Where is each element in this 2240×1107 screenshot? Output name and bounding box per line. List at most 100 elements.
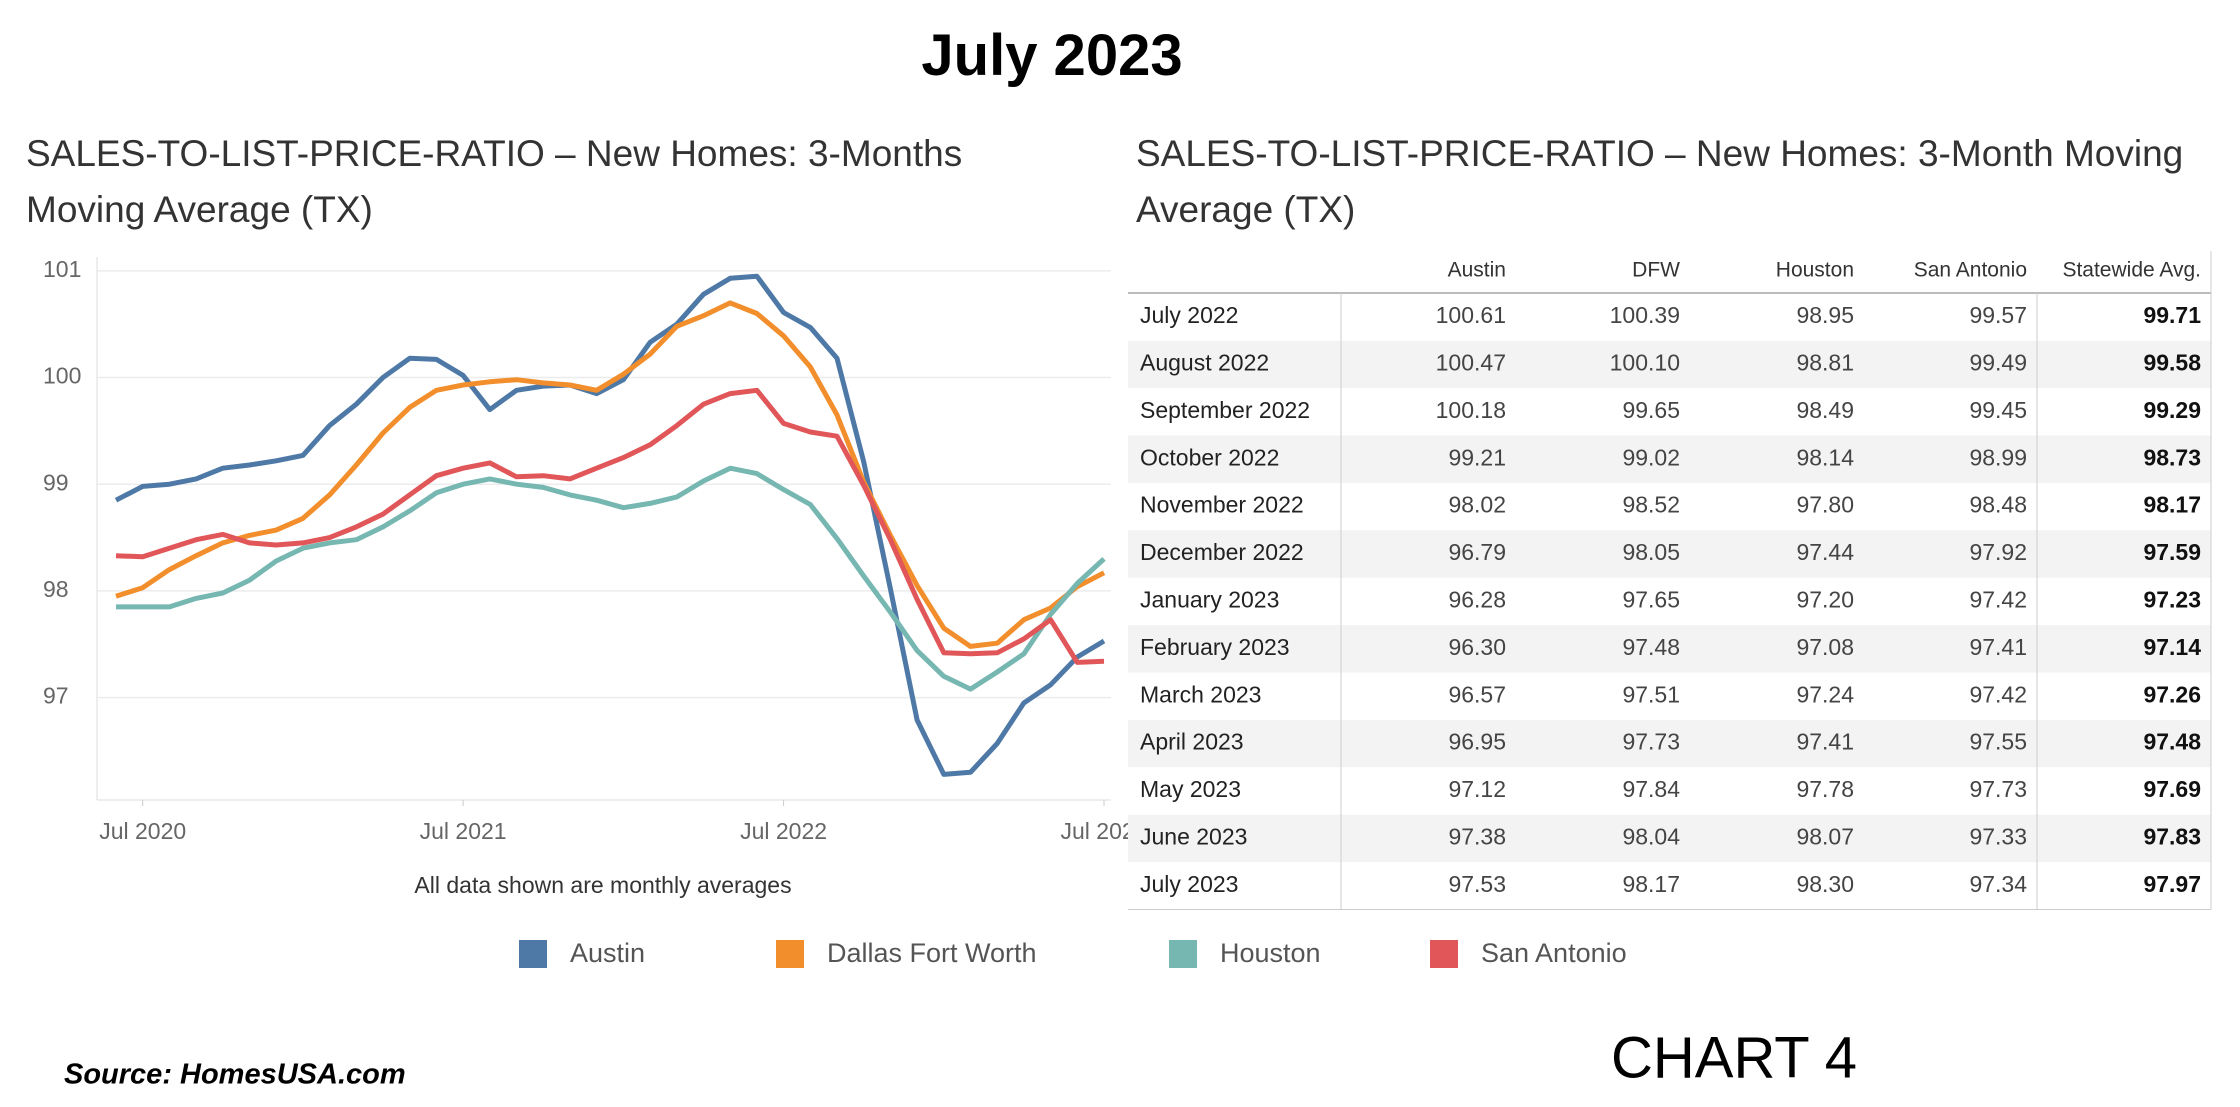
cell: 98.99	[1969, 444, 2027, 470]
cell: 97.33	[1969, 823, 2027, 849]
row-label: March 2023	[1140, 681, 1261, 707]
cell: 99.29	[2143, 397, 2201, 423]
row-label: August 2022	[1140, 349, 1269, 375]
cell: 99.71	[2143, 302, 2201, 328]
cell: 97.65	[1622, 586, 1680, 612]
cell: 100.10	[1610, 349, 1680, 375]
legend-label: Austin	[570, 938, 645, 968]
column-header: Statewide Avg.	[2062, 259, 2201, 282]
cell: 96.28	[1448, 586, 1506, 612]
row-band	[1128, 530, 2211, 578]
row-label: June 2023	[1140, 823, 1247, 849]
cell: 97.83	[2143, 823, 2201, 849]
legend-swatch	[1430, 940, 1458, 968]
cell: 98.81	[1796, 349, 1854, 375]
cell: 97.26	[2143, 681, 2201, 707]
cell: 97.14	[2143, 634, 2201, 660]
series-line	[116, 465, 1106, 692]
cell: 97.69	[2143, 776, 2201, 802]
cell: 98.95	[1796, 302, 1854, 328]
cell: 98.04	[1622, 823, 1680, 849]
y-tick-label: 97	[43, 683, 69, 709]
series-line	[115, 300, 1106, 649]
cell: 99.02	[1622, 444, 1680, 470]
cell: 97.48	[1622, 634, 1680, 660]
row-label: July 2022	[1140, 302, 1238, 328]
y-tick-label: 98	[43, 576, 69, 602]
cell: 99.65	[1622, 397, 1680, 423]
y-tick-label: 101	[43, 256, 81, 282]
cell: 98.48	[1969, 492, 2027, 518]
series-line	[114, 273, 1106, 777]
cell: 96.95	[1448, 729, 1506, 755]
row-band	[1128, 814, 2211, 863]
cell: 97.78	[1796, 776, 1854, 802]
source: Source: HomesUSA.com	[64, 1059, 406, 1091]
row-label: July 2023	[1140, 871, 1238, 897]
row-label: November 2022	[1140, 492, 1304, 518]
cell: 98.14	[1796, 444, 1854, 470]
cell: 99.21	[1448, 444, 1506, 470]
cell: 97.73	[1969, 776, 2027, 802]
cell: 98.07	[1796, 823, 1854, 849]
column-header: DFW	[1632, 259, 1680, 282]
cell: 97.97	[2143, 871, 2201, 897]
row-band	[1128, 340, 2211, 389]
cell: 96.57	[1448, 681, 1506, 707]
cell: 97.80	[1796, 492, 1854, 518]
cell: 97.84	[1622, 776, 1680, 802]
cell: 97.44	[1796, 539, 1854, 565]
y-tick-label: 100	[43, 363, 81, 389]
row-label: May 2023	[1140, 776, 1241, 802]
cell: 98.52	[1622, 492, 1680, 518]
row-label: September 2022	[1140, 397, 1310, 423]
row-label: January 2023	[1140, 586, 1279, 612]
y-tick-label: 99	[43, 469, 69, 495]
cell: 97.20	[1796, 586, 1854, 612]
cell: 97.41	[1969, 634, 2027, 660]
row-band	[1128, 625, 2211, 673]
table-title: SALES-TO-LIST-PRICE-RATIO – New Homes: 3…	[1136, 133, 2184, 230]
series-line	[115, 387, 1105, 665]
cell: 97.51	[1622, 681, 1680, 707]
x-tick-label: Jul 2020	[99, 818, 186, 844]
cell: 97.23	[2143, 586, 2201, 612]
cell: 97.42	[1969, 681, 2027, 707]
cell: 99.49	[1969, 349, 2027, 375]
row-label: April 2023	[1140, 729, 1244, 755]
cell: 99.45	[1969, 397, 2027, 423]
cell: 97.42	[1969, 586, 2027, 612]
cell: 97.34	[1969, 871, 2027, 897]
cell: 97.48	[2143, 729, 2201, 755]
chart-title: SALES-TO-LIST-PRICE-RATIO – New Homes: 3…	[26, 133, 963, 230]
cell: 98.17	[2143, 492, 2201, 518]
cell: 100.18	[1436, 397, 1506, 423]
row-label: December 2022	[1140, 539, 1304, 565]
legend-swatch	[1169, 940, 1197, 968]
legend-label: Houston	[1220, 938, 1321, 968]
cell: 97.41	[1796, 729, 1854, 755]
row-band	[1128, 435, 2211, 483]
cell: 96.30	[1448, 634, 1506, 660]
cell: 98.49	[1796, 397, 1854, 423]
cell: 98.30	[1796, 871, 1854, 897]
column-header: Austin	[1448, 259, 1506, 282]
cell: 97.38	[1448, 823, 1506, 849]
cell: 100.61	[1436, 302, 1506, 328]
chart-note: All data shown are monthly averages	[414, 872, 791, 898]
x-tick-label: Jul 2021	[420, 818, 507, 844]
legend-swatch	[519, 940, 547, 968]
cell: 96.79	[1448, 539, 1506, 565]
x-tick-label: Jul 2022	[740, 818, 827, 844]
cell: 99.57	[1969, 302, 2027, 328]
legend-label: San Antonio	[1481, 938, 1627, 968]
cell: 97.08	[1796, 634, 1854, 660]
row-band	[1128, 719, 2211, 768]
cell: 97.53	[1448, 871, 1506, 897]
cell: 100.39	[1610, 302, 1680, 328]
cell: 98.73	[2143, 444, 2201, 470]
cell: 97.92	[1969, 539, 2027, 565]
cell: 97.12	[1448, 776, 1506, 802]
